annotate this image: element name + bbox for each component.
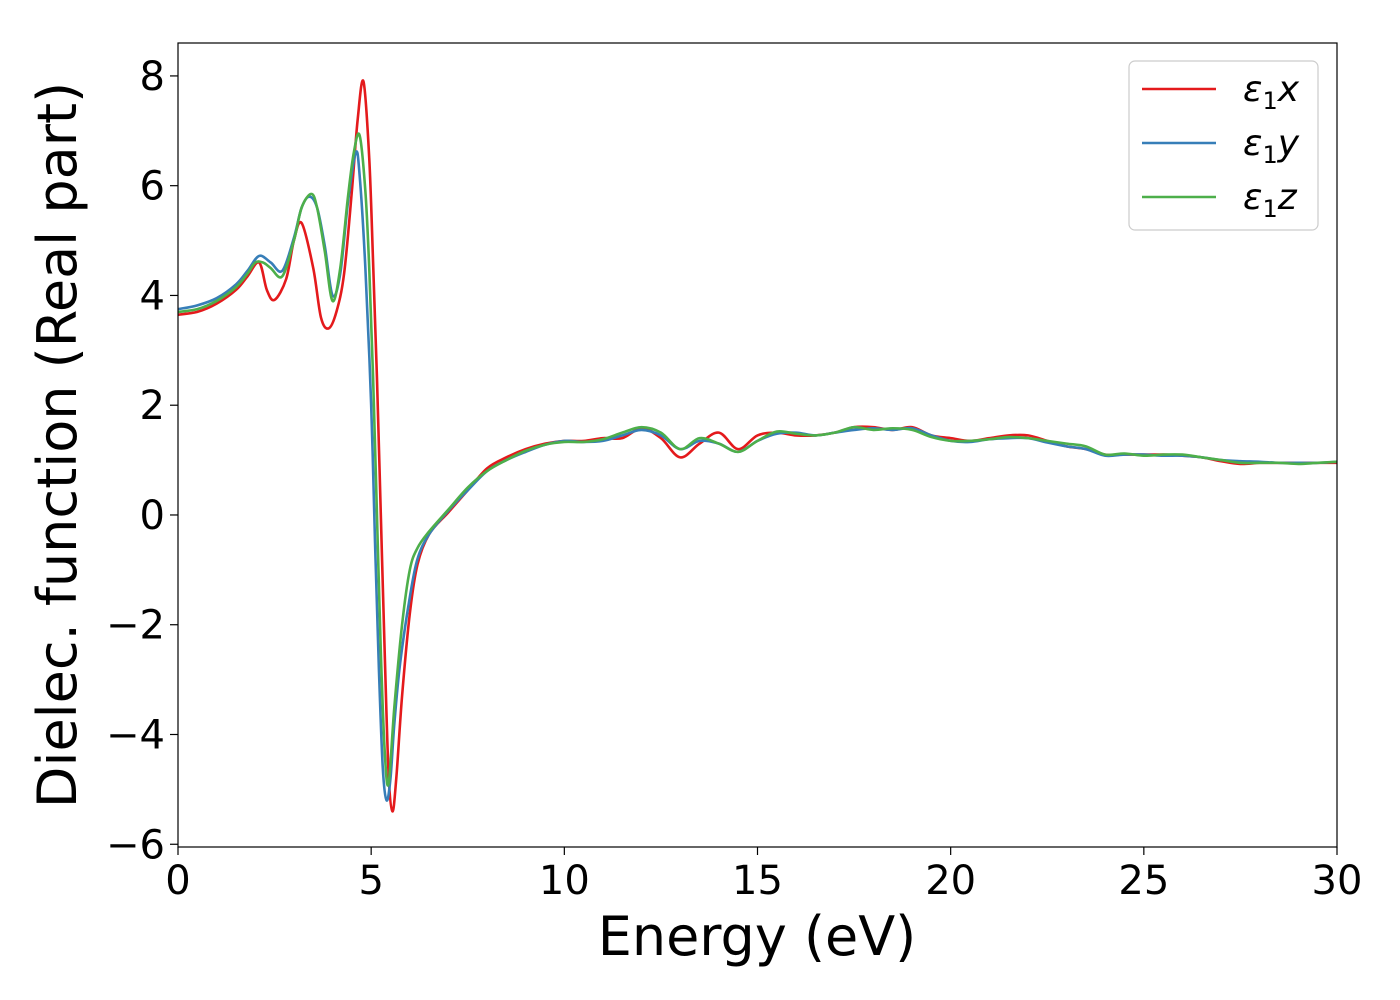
y-tick-label: 2 xyxy=(140,383,165,429)
x-tick-label: 20 xyxy=(925,858,976,904)
y-tick-label: 8 xyxy=(140,54,165,100)
y-tick-label: 6 xyxy=(140,164,165,210)
x-tick-label: 10 xyxy=(539,858,590,904)
legend-label-y: ε1y xyxy=(1243,123,1300,169)
y-tick-label: −4 xyxy=(106,712,165,758)
x-tick-label: 5 xyxy=(358,858,383,904)
x-tick-label: 30 xyxy=(1312,858,1363,904)
series-line-z xyxy=(178,132,1337,787)
x-axis-title: Energy (eV) xyxy=(598,905,917,968)
legend: ε1x ε1y ε1z xyxy=(1128,60,1319,231)
y-tick-label: −2 xyxy=(106,603,165,649)
y-tick-label: 0 xyxy=(140,493,165,539)
x-axis: 0 5 10 15 20 25 30 xyxy=(165,847,1362,904)
legend-box xyxy=(1128,60,1319,231)
x-tick-label: 15 xyxy=(732,858,783,904)
legend-label-x: ε1x xyxy=(1243,69,1300,115)
y-tick-label: 4 xyxy=(140,273,165,319)
x-tick-label: 25 xyxy=(1118,858,1169,904)
legend-label-z: ε1z xyxy=(1243,177,1298,223)
y-axis-title: Dielec. function (Real part) xyxy=(26,82,89,808)
x-tick-label: 0 xyxy=(165,858,190,904)
y-tick-label: −6 xyxy=(106,822,165,868)
y-axis: −6 −4 −2 0 2 4 6 8 xyxy=(106,54,178,868)
series-layer xyxy=(178,79,1337,813)
